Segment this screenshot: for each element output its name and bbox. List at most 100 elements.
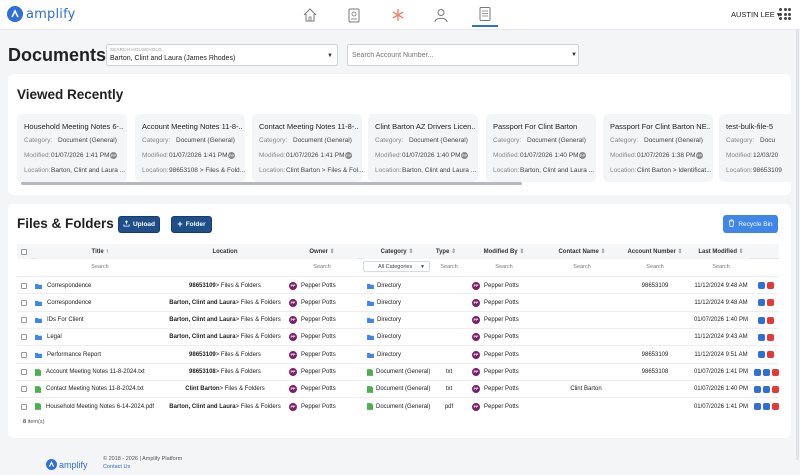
edit-icon[interactable] xyxy=(762,403,770,411)
column-header-title[interactable]: Title ↑ xyxy=(37,244,163,259)
column-header-last-modified[interactable]: Last Modified ⇕ xyxy=(693,244,749,259)
horizontal-scrollbar[interactable] xyxy=(21,182,522,185)
contacts-icon[interactable] xyxy=(428,3,454,27)
table-row[interactable]: Household Meeting Notes 6-14-2024.pdf Bar… xyxy=(17,397,779,414)
owner-search[interactable]: Search xyxy=(313,263,331,270)
table-row[interactable]: Performance Report 98653109 > Files & Fol… xyxy=(17,345,779,362)
vertical-scrollbar[interactable] xyxy=(796,30,799,460)
recent-document-card[interactable]: Household Meeting Notes 6-... Category: D… xyxy=(17,114,127,182)
row-checkbox[interactable] xyxy=(21,329,31,346)
download-icon[interactable] xyxy=(753,403,761,411)
location-cell[interactable]: Barton, Clint and Laura > Files & Folder… xyxy=(163,398,287,415)
row-checkbox[interactable] xyxy=(21,294,31,311)
new-folder-button[interactable]: + Folder xyxy=(171,216,212,233)
edit-icon[interactable] xyxy=(762,368,770,376)
location-path: > Files & Folders xyxy=(215,351,261,358)
asterisk-icon[interactable] xyxy=(385,3,411,27)
location-cell[interactable]: Barton, Clint and Laura > Files & Folder… xyxy=(163,294,287,311)
title-cell[interactable]: Correspondence xyxy=(35,277,163,294)
table-row[interactable]: Correspondence Barton, Clint and Laura > … xyxy=(17,293,779,310)
column-header-owner[interactable]: Owner ⇕ xyxy=(287,244,357,259)
table-row[interactable]: Correspondence 98653109 > Files & Folders… xyxy=(17,276,779,293)
table-row[interactable]: IDs For Client Barton, Clint and Laura > … xyxy=(17,310,779,329)
delete-icon[interactable] xyxy=(767,351,774,359)
download-icon[interactable] xyxy=(753,368,761,376)
contact-name-search[interactable]: Search xyxy=(573,263,591,270)
delete-icon[interactable] xyxy=(767,333,774,341)
delete-icon[interactable] xyxy=(771,385,779,393)
delete-icon[interactable] xyxy=(771,368,779,376)
edit-icon[interactable] xyxy=(758,282,765,289)
delete-icon[interactable] xyxy=(767,299,774,307)
edit-icon[interactable] xyxy=(758,316,765,324)
row-checkbox[interactable] xyxy=(21,346,31,363)
title-cell[interactable]: Account Meeting Notes 11-8-2024.txt xyxy=(35,364,163,381)
row-checkbox[interactable] xyxy=(21,398,31,415)
location-value: Clint Barton > Identificat... xyxy=(637,167,712,174)
documents-icon[interactable] xyxy=(472,3,498,27)
delete-icon[interactable] xyxy=(767,316,774,324)
upload-button[interactable]: Upload xyxy=(118,216,160,233)
edit-icon[interactable] xyxy=(758,351,765,359)
recent-document-card[interactable]: Passport For Clint Barton NE... Category… xyxy=(603,114,713,182)
edit-icon[interactable] xyxy=(758,299,765,307)
title-cell[interactable]: Contact Meeting Notes 11-8-2024.txt xyxy=(35,381,163,398)
account-number-search[interactable] xyxy=(347,44,579,66)
column-header-type[interactable]: Type ⇕ xyxy=(431,244,461,259)
recent-document-card[interactable]: Passport For Clint Barton Category: Docum… xyxy=(486,114,596,182)
amplify-logo[interactable]: amplify xyxy=(7,6,76,22)
recycle-bin-label: Recycle Bin xyxy=(738,220,773,228)
column-header-category[interactable]: Category ⇕ xyxy=(362,244,432,259)
contact-name-cell xyxy=(547,364,625,381)
table-row[interactable]: Account Meeting Notes 11-8-2024.txt 98653… xyxy=(17,362,779,381)
column-header-modified-by[interactable]: Modified By ⇕ xyxy=(461,244,547,259)
row-checkbox[interactable] xyxy=(21,312,31,329)
user-menu[interactable]: AUSTIN LEE ▾ xyxy=(731,10,781,19)
footer-logo[interactable]: amplify xyxy=(46,459,88,470)
sort-icon: ⇕ xyxy=(519,249,525,255)
category-cell: Directory xyxy=(367,346,432,363)
table-row[interactable]: Contact Meeting Notes 11-8-2024.txt Clint… xyxy=(17,379,779,398)
location-cell[interactable]: Barton, Clint and Laura > Files & Folder… xyxy=(163,312,287,329)
delete-icon[interactable] xyxy=(767,282,774,289)
title-cell[interactable]: Performance Report xyxy=(35,346,163,363)
recycle-bin-button[interactable]: Recycle Bin xyxy=(723,215,778,233)
contact-us-link[interactable]: Contact Us xyxy=(103,464,131,470)
type-search[interactable]: Search xyxy=(440,263,458,270)
recent-document-card[interactable]: test-bulk-file-5 Category: Docu Modified:… xyxy=(719,114,791,182)
column-header-location[interactable]: Location xyxy=(163,244,287,259)
recent-document-card[interactable]: Contact Meeting Notes 11-8-... Category:… xyxy=(252,114,364,182)
location-cell[interactable]: Clint Barton > Files & Folders xyxy=(163,381,287,398)
table-row[interactable]: Legal Barton, Clint and Laura > Files & F… xyxy=(17,327,779,346)
category-filter-select[interactable]: All Categories ▼ xyxy=(363,261,430,272)
select-all-checkbox[interactable] xyxy=(17,244,31,259)
recent-document-card[interactable]: Clint Barton AZ Drivers Licen... Categor… xyxy=(368,114,478,182)
row-checkbox[interactable] xyxy=(21,364,31,381)
column-header-contact-name[interactable]: Contact Name ⇕ xyxy=(547,244,617,259)
last-modified-search[interactable]: Search xyxy=(712,263,730,270)
edit-icon[interactable] xyxy=(762,385,770,393)
location-cell[interactable]: 98653109 > Files & Folders xyxy=(163,277,287,294)
title-cell[interactable]: IDs For Client xyxy=(35,312,163,329)
column-header-account-number[interactable]: Account Number ⇕ xyxy=(617,244,693,259)
row-checkbox[interactable] xyxy=(21,381,31,398)
row-checkbox[interactable] xyxy=(21,277,31,294)
location-cell[interactable]: 98653109 > Files & Folders xyxy=(163,346,287,363)
clipboard-icon[interactable] xyxy=(341,3,367,27)
home-icon[interactable] xyxy=(297,3,323,27)
title-cell[interactable]: Correspondence xyxy=(35,294,163,311)
household-select[interactable]: SEARCH HOUSEHOLD Barton, Clint and Laura… xyxy=(106,44,338,66)
location-cell[interactable]: Barton, Clint and Laura > Files & Folder… xyxy=(163,329,287,346)
category-value: Document (General) xyxy=(58,137,117,144)
location-cell[interactable]: 98653108 > Files & Folders xyxy=(163,364,287,381)
edit-icon[interactable] xyxy=(758,333,765,341)
account-number-search-col[interactable]: Search xyxy=(646,263,664,270)
title-cell[interactable]: Legal xyxy=(35,329,163,346)
apps-grid-icon[interactable] xyxy=(779,8,791,20)
modified-by-search[interactable]: Search xyxy=(495,263,513,270)
download-icon[interactable] xyxy=(753,385,761,393)
recent-document-card[interactable]: Account Meeting Notes 11-8-... Category:… xyxy=(135,114,245,182)
delete-icon[interactable] xyxy=(771,403,779,411)
title-cell[interactable]: Household Meeting Notes 6-14-2024.pdf xyxy=(35,398,163,415)
title-search[interactable]: Search xyxy=(91,263,109,270)
